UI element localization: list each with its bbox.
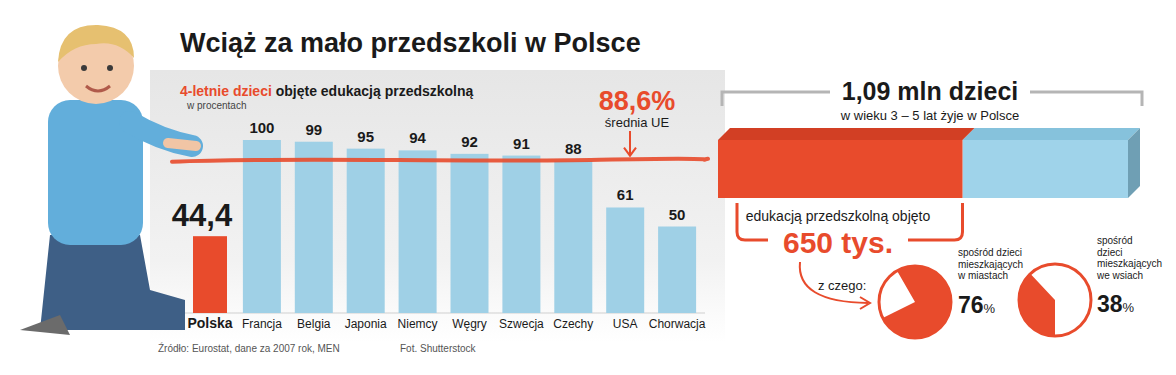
bar	[347, 149, 385, 313]
total-title: 1,09 mln dzieci	[842, 77, 1018, 105]
category-label: Polska	[187, 315, 232, 331]
pie-title-line: mieszkających	[958, 259, 1023, 270]
data-label-number: 38	[1097, 291, 1123, 317]
pie-title-line: dzieci	[1097, 247, 1123, 258]
data-label: 88	[565, 140, 582, 157]
child-illustration	[20, 25, 196, 335]
total-subtitle: w wieku 3 – 5 lat żyje w Polsce	[840, 108, 1019, 123]
pie-title-line: w miastach	[957, 270, 1008, 281]
child-eye	[107, 65, 113, 71]
title: Wciąż za mało przedszkoli w Polsce	[180, 28, 641, 58]
bar	[399, 150, 437, 313]
credit: Fot. Shutterstock	[400, 343, 477, 354]
bars	[193, 140, 696, 313]
total-bar-top	[962, 128, 1140, 140]
data-label: 100	[249, 119, 274, 136]
y-axis-label: w procentach	[186, 100, 246, 111]
value-bar-top	[718, 128, 974, 140]
child-eye	[81, 65, 87, 71]
pie-title-line: mieszkających	[1097, 258, 1162, 269]
category-label: Węgry	[452, 317, 487, 331]
pie-background	[879, 266, 951, 338]
annotation: edukacją przedszkolną objęto	[746, 208, 931, 224]
category-label: Czechy	[553, 317, 593, 331]
category-label: Szwecja	[499, 317, 544, 331]
data-label: 61	[617, 186, 634, 203]
data-label: 38%	[1097, 291, 1135, 317]
bar	[606, 207, 644, 313]
bar	[554, 161, 592, 313]
data-label: 95	[357, 128, 374, 145]
subtitle-rest: objęte edukacją przedszkolną	[272, 83, 474, 99]
data-label: 92	[461, 133, 478, 150]
source: Źródło: Eurostat, dane za 2007 rok, MEN	[158, 342, 340, 354]
category-label: Belgia	[297, 317, 331, 331]
title-background	[830, 74, 1030, 104]
annotation: z czego:	[818, 278, 866, 293]
arrow	[800, 262, 868, 303]
pie-title: spośróddziecimieszkającychwe wsiach	[1096, 235, 1162, 281]
average-arrow	[624, 131, 636, 156]
child-shoe	[20, 315, 70, 335]
infographic: Wciąż za mało przedszkoli w Polsce 4-letn…	[0, 0, 1176, 375]
child-jeans	[40, 235, 185, 330]
child-mouth	[86, 86, 110, 91]
data-label: 99	[305, 121, 322, 138]
bar	[193, 236, 227, 313]
panel-background	[150, 70, 725, 342]
bar	[451, 154, 489, 313]
pie	[1019, 264, 1091, 336]
category-label: Francja	[242, 317, 282, 331]
pie-slice	[1019, 274, 1055, 336]
data-label: 76%	[958, 292, 996, 318]
data-label-number: 76	[958, 292, 984, 318]
total-bar-side	[1128, 128, 1140, 198]
child-hand	[168, 143, 196, 146]
pie-title: spośród dziecimieszkającychw miastach	[957, 247, 1023, 281]
arrowhead	[860, 297, 870, 309]
value-bar	[718, 140, 962, 198]
average-label: 88,6%	[599, 86, 676, 116]
bar	[658, 227, 696, 314]
pie	[879, 266, 951, 338]
bar	[502, 156, 540, 313]
bar	[295, 142, 333, 313]
data-label-unit: %	[1123, 300, 1135, 315]
category-label: USA	[613, 317, 638, 331]
data-label: 50	[669, 206, 686, 223]
data-label: 94	[409, 129, 426, 146]
pie-title-line: spośród	[1097, 235, 1133, 246]
average-text: średnia UE	[605, 115, 670, 130]
category-label: Niemcy	[398, 317, 438, 331]
pie-title-line: spośród dzieci	[958, 247, 1022, 258]
category-label: Japonia	[345, 317, 387, 331]
data-label: 650 tys.	[783, 226, 893, 259]
subtitle: 4-letnie dzieci objęte edukacją przedszk…	[180, 83, 474, 99]
pie-title-line: we wsiach	[1096, 270, 1143, 281]
data-label: 91	[513, 135, 530, 152]
data-label-unit: %	[984, 301, 996, 316]
pie-background	[1019, 264, 1091, 336]
data-label: 44,4	[172, 198, 233, 233]
bar	[243, 140, 281, 313]
bar-3d	[718, 128, 1140, 198]
total-bar	[962, 140, 1128, 198]
subtitle-highlight: 4-letnie dzieci	[180, 83, 272, 99]
category-label: Chorwacja	[649, 317, 706, 331]
child-hair	[58, 25, 134, 62]
pie-slice	[883, 266, 951, 338]
average-line	[172, 159, 708, 162]
